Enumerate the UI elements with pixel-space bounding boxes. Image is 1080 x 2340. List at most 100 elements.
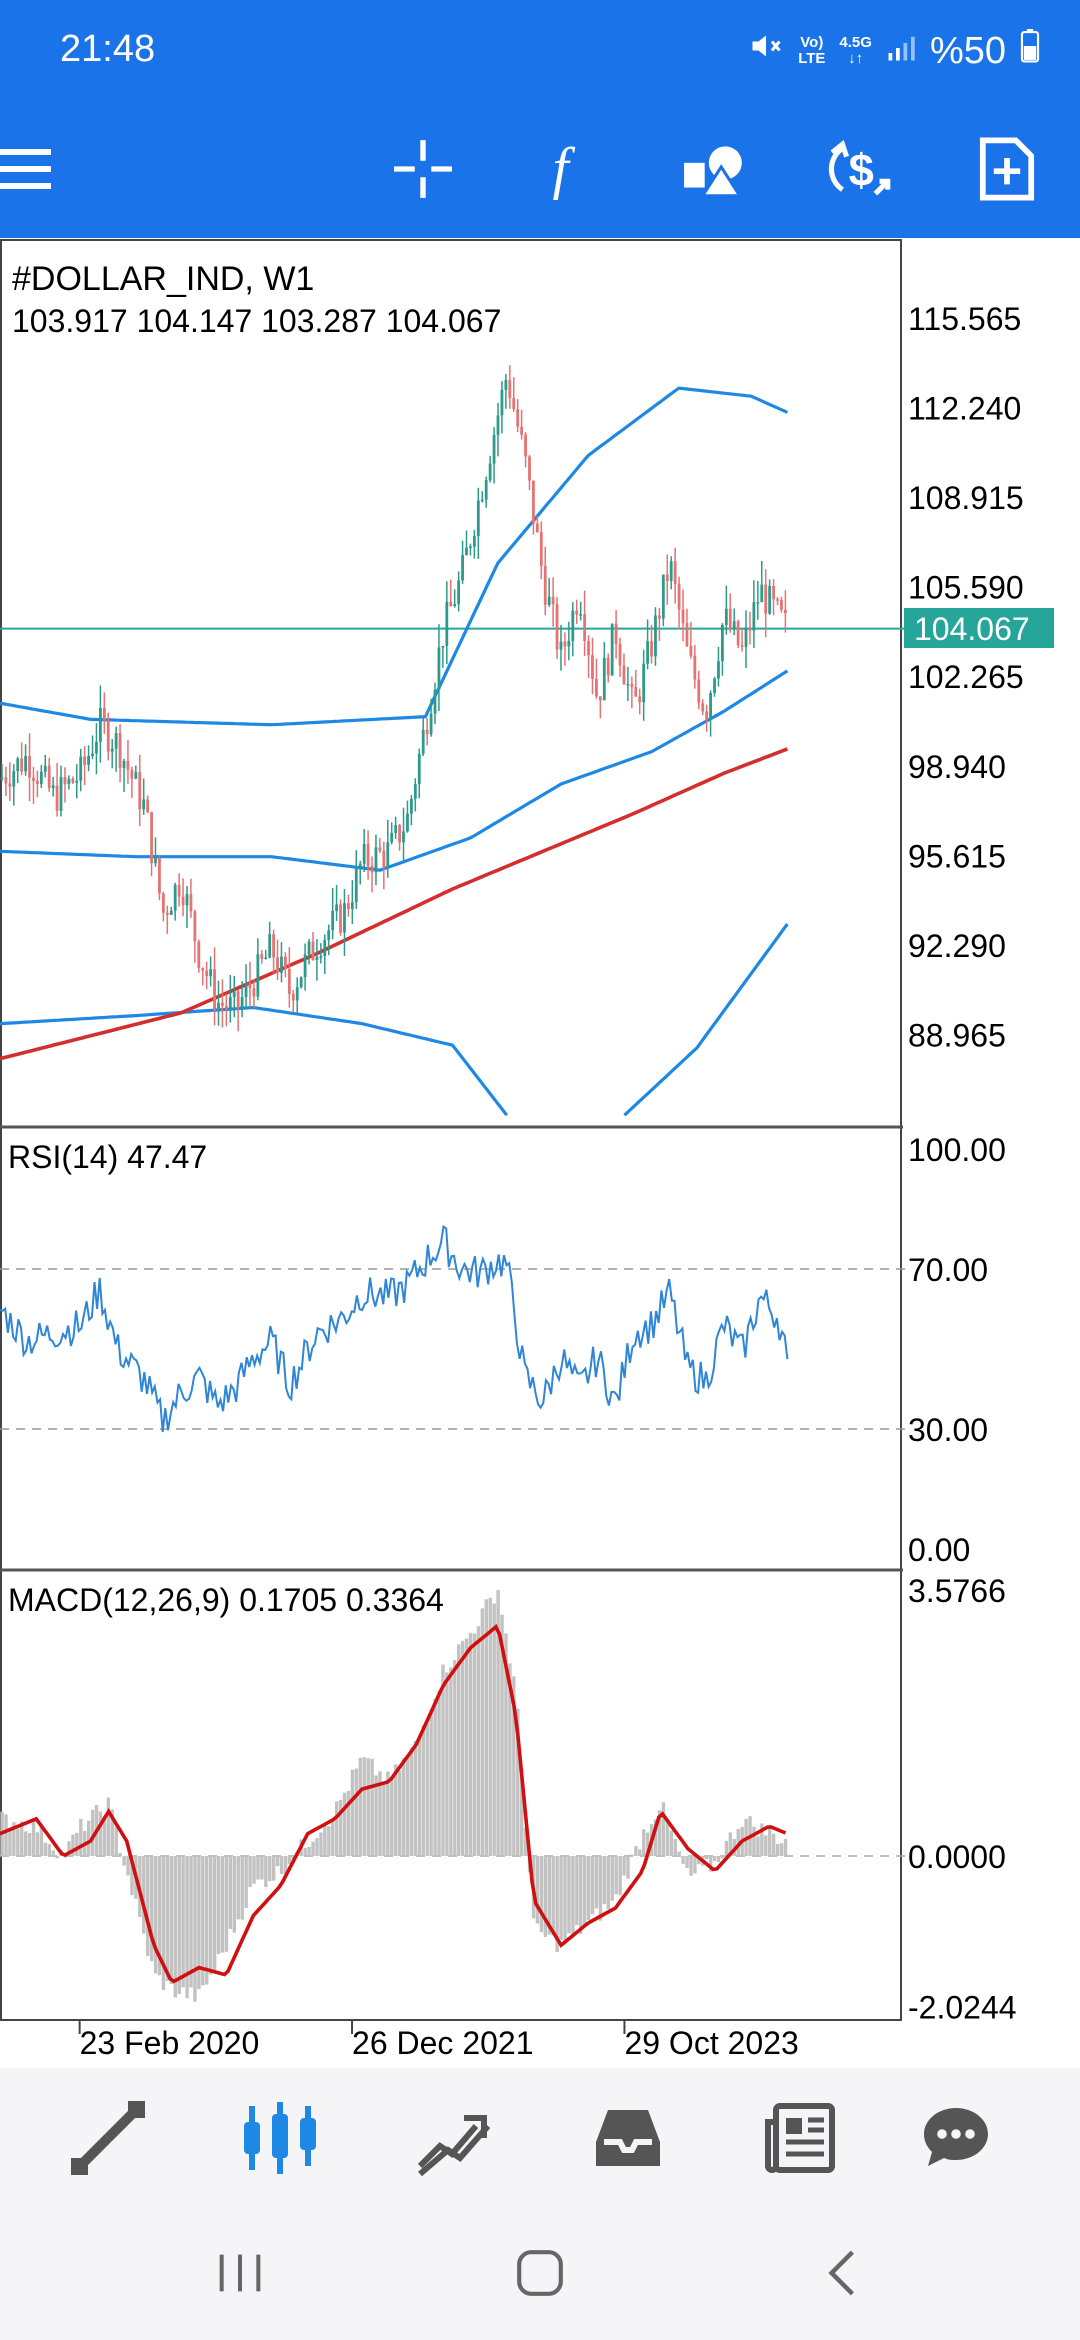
candle-body	[181, 896, 185, 906]
candle-body	[409, 798, 413, 814]
candle-body	[201, 968, 205, 971]
macd-histogram-bar	[421, 1725, 426, 1856]
macd-histogram-bar	[705, 1856, 709, 1860]
candle-body	[713, 678, 716, 693]
candle-body	[484, 480, 488, 500]
home-icon[interactable]	[500, 2238, 580, 2308]
candle-body	[197, 941, 201, 969]
candle-body	[417, 753, 421, 785]
price-tick-label: 112.240	[908, 391, 1021, 427]
candle-body	[189, 894, 193, 912]
new-order-icon[interactable]	[962, 124, 1052, 214]
macd-histogram-bar	[409, 1747, 414, 1856]
chart-area[interactable]: #DOLLAR_IND, W1 103.917 104.147 103.287 …	[0, 238, 1080, 2068]
news-icon[interactable]	[752, 2090, 848, 2186]
objects-icon[interactable]	[670, 124, 760, 214]
macd-histogram-bar	[275, 1856, 280, 1867]
macd-histogram-bar	[610, 1856, 614, 1901]
macd-histogram-bar	[586, 1856, 591, 1921]
macd-histogram-bar	[126, 1856, 130, 1876]
candle-body	[469, 546, 472, 549]
candle-body	[524, 434, 527, 457]
candle-body	[610, 623, 614, 676]
candle-body	[547, 596, 551, 605]
volte-bottom-label: LTE	[798, 50, 826, 67]
chart-toolbar: f $	[0, 100, 1080, 238]
candle-body	[24, 756, 27, 772]
candle-body	[315, 956, 319, 961]
candle-body	[693, 655, 697, 680]
menu-icon[interactable]	[0, 124, 70, 214]
candle-body	[228, 997, 232, 1010]
ohlc-label: 103.917 104.147 103.287 104.067	[12, 303, 501, 339]
macd-histogram-bar	[244, 1856, 248, 1909]
candle-body	[563, 641, 567, 647]
status-bar: 21:48 Vo) LTE 4.5G ↓↑ %50	[0, 0, 1080, 100]
bollinger-upper-line	[0, 386, 789, 727]
indicators-icon[interactable]: f	[522, 124, 612, 214]
chart-icon[interactable]	[232, 2090, 328, 2186]
price-axis: 115.565 112.240 108.915 105.590 102.265 98.94…	[908, 301, 1024, 1053]
macd-histogram-bar	[197, 1856, 201, 1990]
macd-histogram-bar	[4, 1814, 8, 1856]
messages-icon[interactable]	[908, 2090, 1004, 2186]
candle-body	[185, 894, 189, 906]
macd-histogram-bar	[323, 1825, 327, 1856]
macd-histogram-bar	[535, 1856, 540, 1924]
chart-frame	[0, 239, 902, 2021]
candle-body	[559, 641, 563, 650]
history-icon[interactable]	[580, 2090, 676, 2186]
macd-histogram-bar	[272, 1856, 276, 1881]
candle-body	[496, 415, 500, 435]
candle-body	[579, 614, 583, 616]
recent-apps-icon[interactable]	[200, 2238, 280, 2308]
macd-histogram-bar	[437, 1690, 441, 1856]
network-top-label: 4.5G	[839, 34, 872, 51]
quotes-icon[interactable]	[60, 2090, 156, 2186]
macd-histogram-bar	[16, 1828, 20, 1856]
candle-body	[571, 610, 575, 641]
macd-histogram-bar	[764, 1835, 768, 1856]
back-icon[interactable]	[802, 2238, 882, 2308]
candle-body	[701, 703, 705, 712]
candle-body	[598, 696, 602, 701]
price-tick-label: 92.290	[908, 928, 1006, 964]
macd-histogram-bar	[504, 1633, 508, 1856]
candle-body	[79, 756, 83, 781]
moving-average-line	[0, 747, 789, 1061]
network-icon: 4.5G ↓↑	[839, 35, 872, 67]
macd-histogram-bar	[657, 1810, 662, 1856]
macd-histogram-bar	[338, 1799, 343, 1856]
macd-histogram-bar	[575, 1856, 579, 1926]
macd-histogram-bar	[464, 1638, 469, 1856]
macd-histogram-bar	[445, 1672, 449, 1856]
macd-histogram-bar	[319, 1832, 323, 1856]
macd-histogram-bar	[618, 1856, 622, 1896]
macd-histogram-bar	[594, 1856, 599, 1909]
candle-body	[776, 599, 779, 601]
macd-histogram-bar	[563, 1856, 567, 1944]
trade-icon[interactable]: $	[816, 124, 906, 214]
candle-body	[500, 389, 504, 416]
candle-body	[740, 645, 744, 647]
candle-body	[669, 561, 673, 581]
macd-histogram-bar	[224, 1856, 229, 1952]
macd-histogram-bar	[252, 1856, 256, 1884]
price-tick-label: 95.615	[908, 838, 1006, 874]
trade-nav-icon[interactable]	[404, 2090, 500, 2186]
candle-body	[311, 941, 315, 961]
macd-histogram-bar	[783, 1838, 788, 1856]
candle-body	[583, 614, 587, 641]
macd-histogram-bar	[590, 1856, 595, 1915]
macd-histogram-bar	[543, 1856, 548, 1937]
system-navigation	[0, 2208, 1080, 2340]
macd-histogram-bar	[630, 1854, 634, 1856]
chart-canvas[interactable]: #DOLLAR_IND, W1 103.917 104.147 103.287 …	[0, 238, 1080, 2068]
macd-histogram-bar	[413, 1740, 418, 1856]
price-tick-label: 105.590	[908, 570, 1024, 606]
crosshair-icon[interactable]	[378, 124, 468, 214]
candle-body	[520, 426, 524, 435]
candle-body	[221, 1002, 224, 1007]
candle-body	[720, 624, 724, 662]
macd-histogram-bar	[496, 1590, 500, 1856]
